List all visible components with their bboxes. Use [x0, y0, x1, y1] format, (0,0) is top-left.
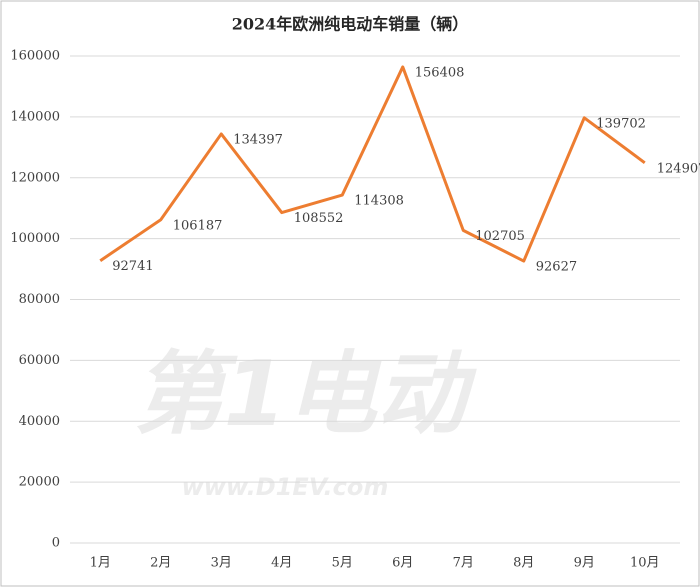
x-tick-label: 2月 — [150, 556, 171, 571]
x-tick-label: 3月 — [211, 556, 232, 571]
y-tick-label: 40000 — [19, 414, 60, 429]
x-tick-label: 7月 — [453, 556, 474, 571]
y-tick-label: 20000 — [19, 475, 60, 490]
data-label: 156408 — [415, 65, 465, 80]
x-tick-label: 10月 — [630, 556, 660, 571]
y-tick-label: 100000 — [10, 231, 60, 246]
data-label: 114308 — [354, 194, 404, 209]
data-label: 134397 — [233, 132, 283, 147]
line — [99, 65, 646, 263]
x-tick-label: 6月 — [392, 556, 413, 571]
y-tick-label: 120000 — [10, 170, 60, 185]
chart-title: 2024年欧洲纯电动车销量（辆） — [232, 15, 469, 34]
y-tick-label: 80000 — [19, 292, 60, 307]
x-tick-label: 5月 — [332, 556, 353, 571]
y-tick-label: 0 — [52, 536, 60, 551]
data-label: 92741 — [112, 259, 153, 274]
watermark-url: www.D1EV.com — [182, 473, 389, 501]
y-tick-label: 160000 — [10, 49, 60, 64]
x-tick-label: 4月 — [271, 556, 292, 571]
data-label: 108552 — [294, 211, 344, 226]
data-label: 124907 — [657, 161, 700, 176]
y-tick-label: 60000 — [19, 353, 60, 368]
x-tick-label: 8月 — [513, 556, 534, 571]
data-label: 106187 — [173, 218, 223, 233]
y-tick-label: 140000 — [10, 109, 60, 124]
x-tick-label: 1月 — [90, 556, 111, 571]
data-label: 102705 — [475, 229, 525, 244]
data-label: 139702 — [596, 116, 646, 131]
data-label: 92627 — [536, 260, 577, 275]
watermark-text: 第1电动 — [134, 342, 478, 447]
x-tick-label: 9月 — [574, 556, 595, 571]
